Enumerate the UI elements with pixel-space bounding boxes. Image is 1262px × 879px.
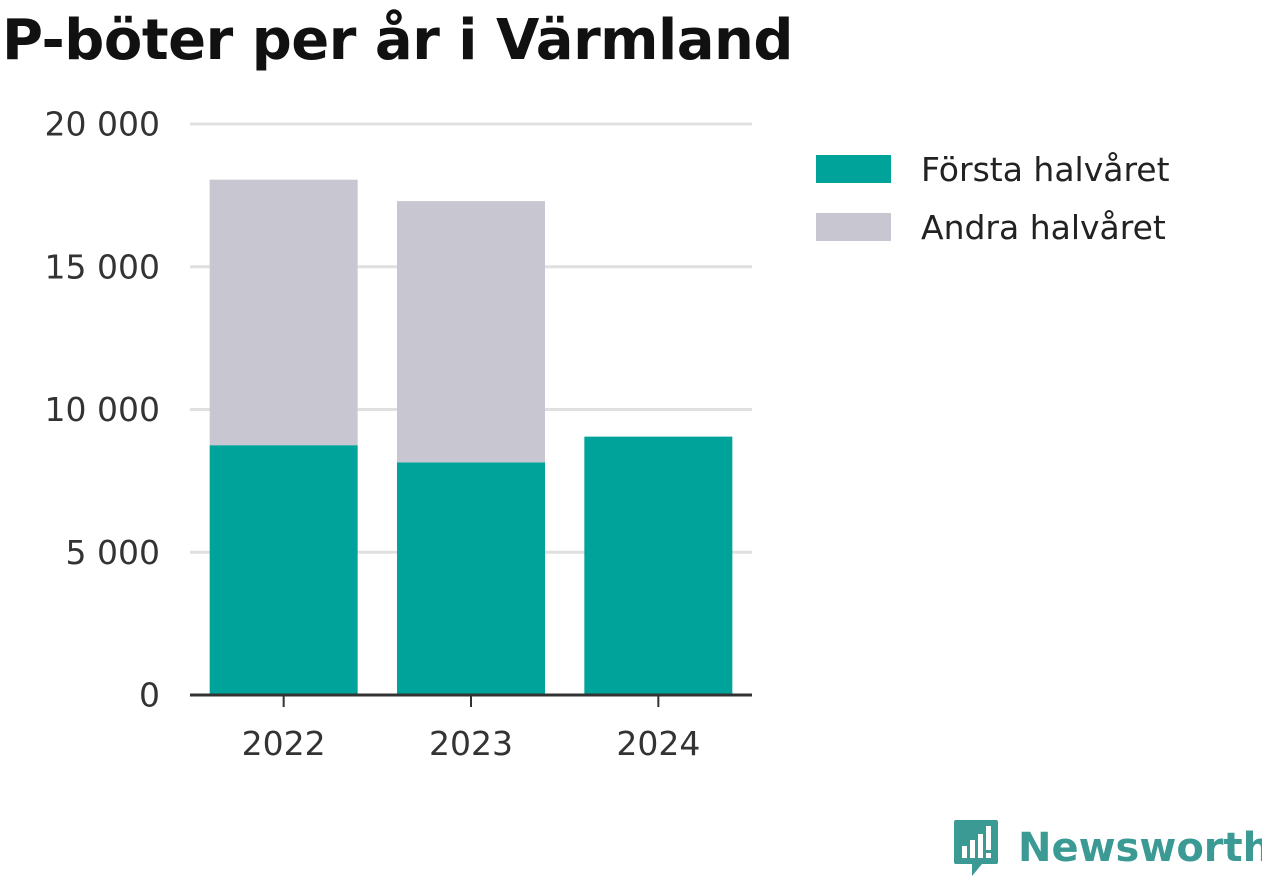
bar-first-half xyxy=(584,436,733,695)
y-tick-label: 10 000 xyxy=(45,390,160,429)
y-tick-label: 15 000 xyxy=(45,247,160,286)
x-tick-label: 2023 xyxy=(429,724,513,763)
brand-name: Newsworthy xyxy=(1018,825,1262,871)
legend-label-second-half: Andra halvåret xyxy=(921,207,1166,247)
legend-swatch-first-half xyxy=(816,155,891,183)
legend: Första halvåret Andra halvåret xyxy=(816,140,1170,256)
x-tick-label: 2022 xyxy=(242,724,326,763)
y-tick-label: 20 000 xyxy=(45,105,160,144)
legend-label-first-half: Första halvåret xyxy=(921,149,1170,189)
brand-logo: Newsworthy xyxy=(952,818,1262,878)
newsworthy-logo-icon xyxy=(954,820,998,876)
legend-swatch-second-half xyxy=(816,213,891,241)
bar-second-half xyxy=(397,201,545,463)
axes: 0 5 000 10 000 15 000 20 000 2022 2023 2024 xyxy=(45,105,752,763)
legend-item-second-half: Andra halvåret xyxy=(816,198,1170,256)
y-tick-label: 0 xyxy=(139,676,160,715)
bar-second-half xyxy=(209,179,358,446)
chart-title: P-böter per år i Värmland xyxy=(2,8,793,73)
bar-first-half xyxy=(209,445,358,695)
legend-item-first-half: Första halvåret xyxy=(816,140,1170,198)
x-tick-label: 2024 xyxy=(616,724,700,763)
bar-first-half xyxy=(397,462,545,695)
bars xyxy=(209,179,733,695)
y-tick-label: 5 000 xyxy=(66,533,160,572)
